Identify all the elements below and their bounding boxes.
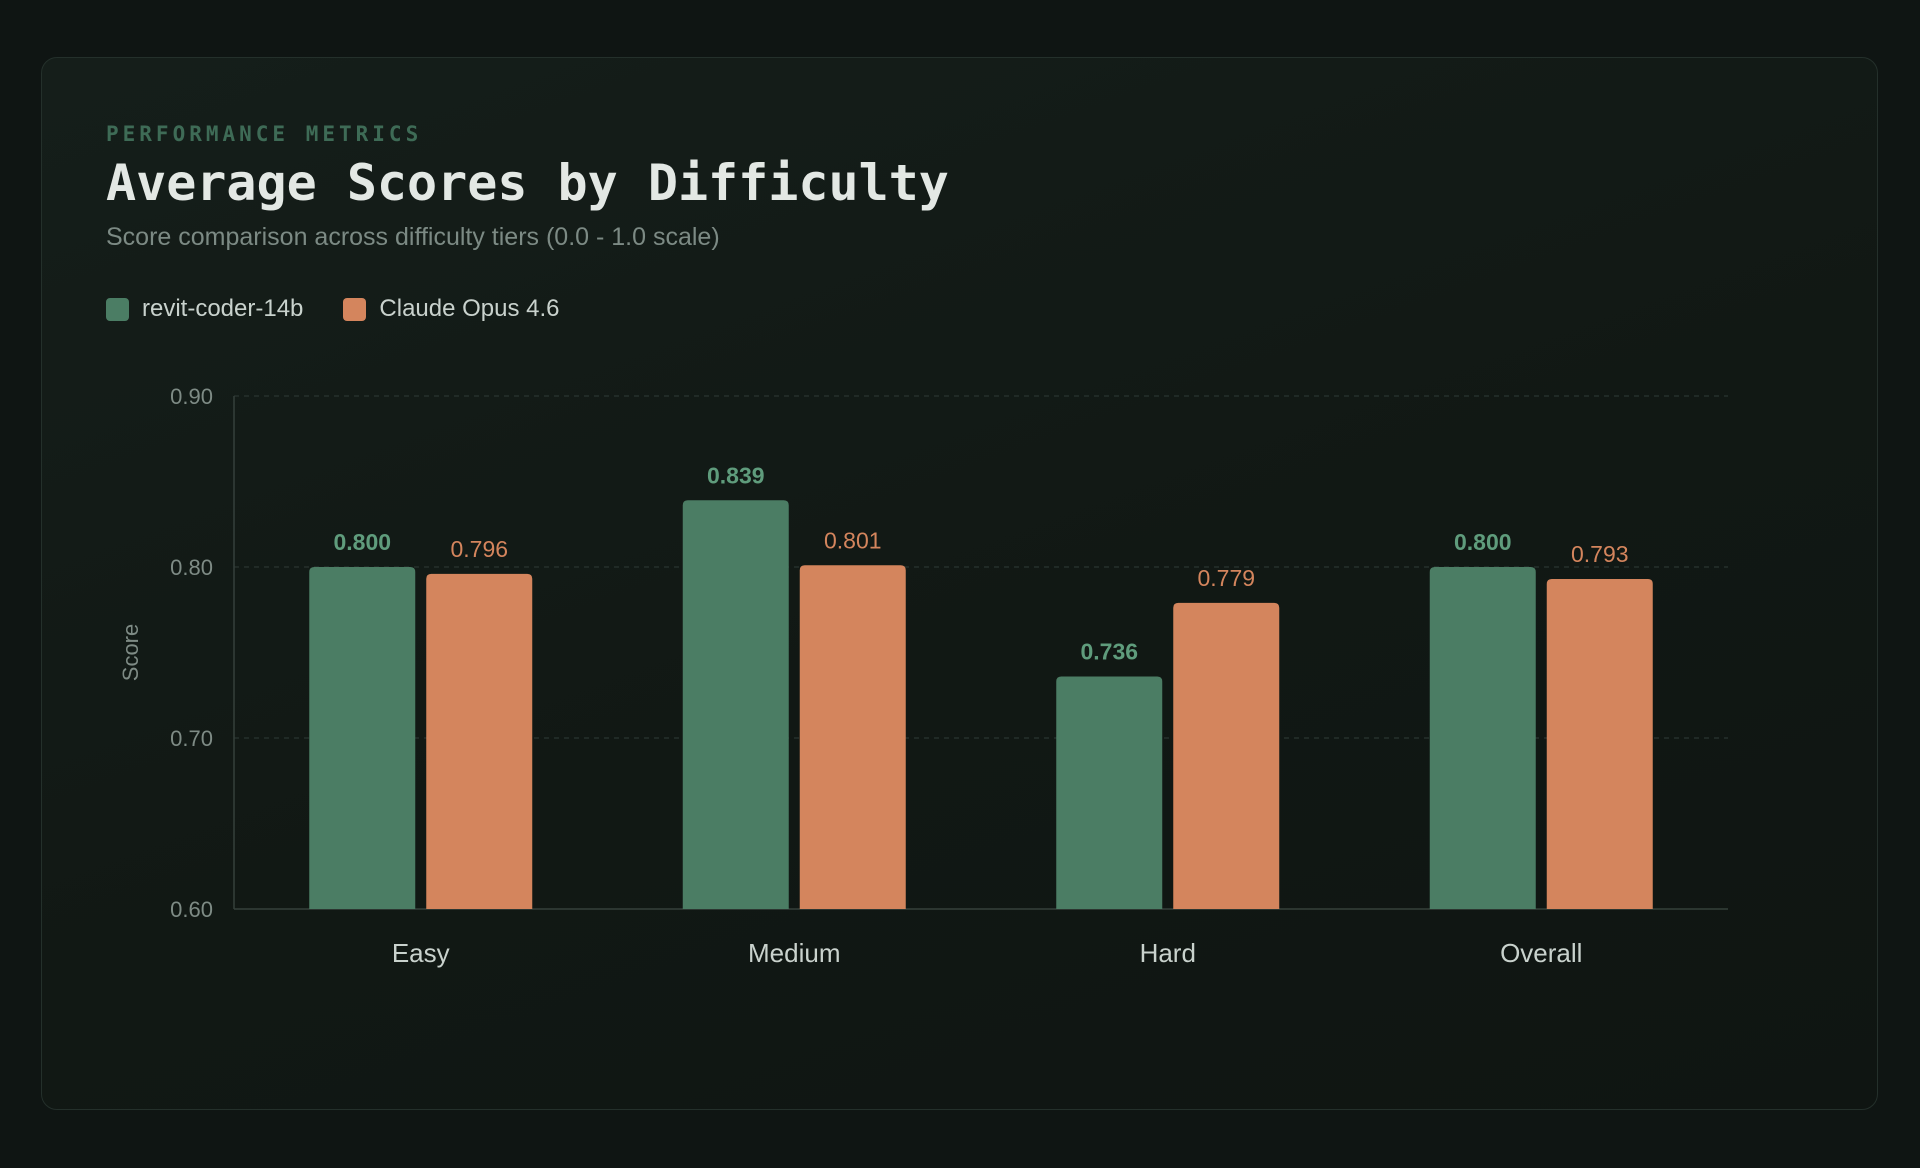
- chart-title: Average Scores by Difficulty: [106, 154, 949, 212]
- legend-item-series-1: revit-coder-14b: [106, 295, 303, 323]
- bar-2-medium: [799, 565, 906, 909]
- bar-2-hard: [1173, 602, 1280, 909]
- data-label: 0.736: [1080, 638, 1138, 664]
- legend-label-series-2: Claude Opus 4.6: [379, 295, 560, 322]
- y-tick-label: 0.60: [170, 897, 213, 922]
- bar-1-easy: [309, 567, 416, 909]
- bar-1-hard: [1056, 676, 1163, 909]
- bar-1-overall: [1429, 567, 1536, 909]
- y-tick-label: 0.90: [170, 384, 213, 409]
- data-label: 0.796: [450, 536, 508, 562]
- data-label: 0.800: [1454, 529, 1512, 555]
- x-category-label: Hard: [1140, 938, 1196, 968]
- chart-legend: revit-coder-14b Claude Opus 4.6: [106, 295, 600, 323]
- legend-item-series-2: Claude Opus 4.6: [343, 295, 560, 323]
- bar-2-easy: [426, 573, 533, 909]
- x-category-label: Medium: [748, 938, 840, 968]
- section-kicker: PERFORMANCE METRICS: [106, 122, 423, 146]
- legend-label-series-1: revit-coder-14b: [142, 295, 304, 322]
- legend-swatch-series-1: [106, 297, 129, 321]
- chart-subtitle: Score comparison across difficulty tiers…: [106, 223, 720, 251]
- data-label: 0.801: [824, 527, 882, 553]
- data-label: 0.779: [1197, 565, 1255, 591]
- bar-1-medium: [682, 500, 789, 909]
- x-category-label: Easy: [392, 938, 450, 968]
- y-tick-label: 0.70: [170, 726, 213, 751]
- y-tick-label: 0.80: [170, 555, 213, 580]
- x-category-label: Overall: [1500, 938, 1582, 968]
- data-label: 0.839: [707, 462, 765, 488]
- data-label: 0.793: [1571, 541, 1629, 567]
- data-label: 0.800: [333, 529, 391, 555]
- y-axis-title: Score: [118, 624, 143, 681]
- legend-swatch-series-2: [343, 297, 367, 321]
- bar-2-overall: [1546, 578, 1653, 909]
